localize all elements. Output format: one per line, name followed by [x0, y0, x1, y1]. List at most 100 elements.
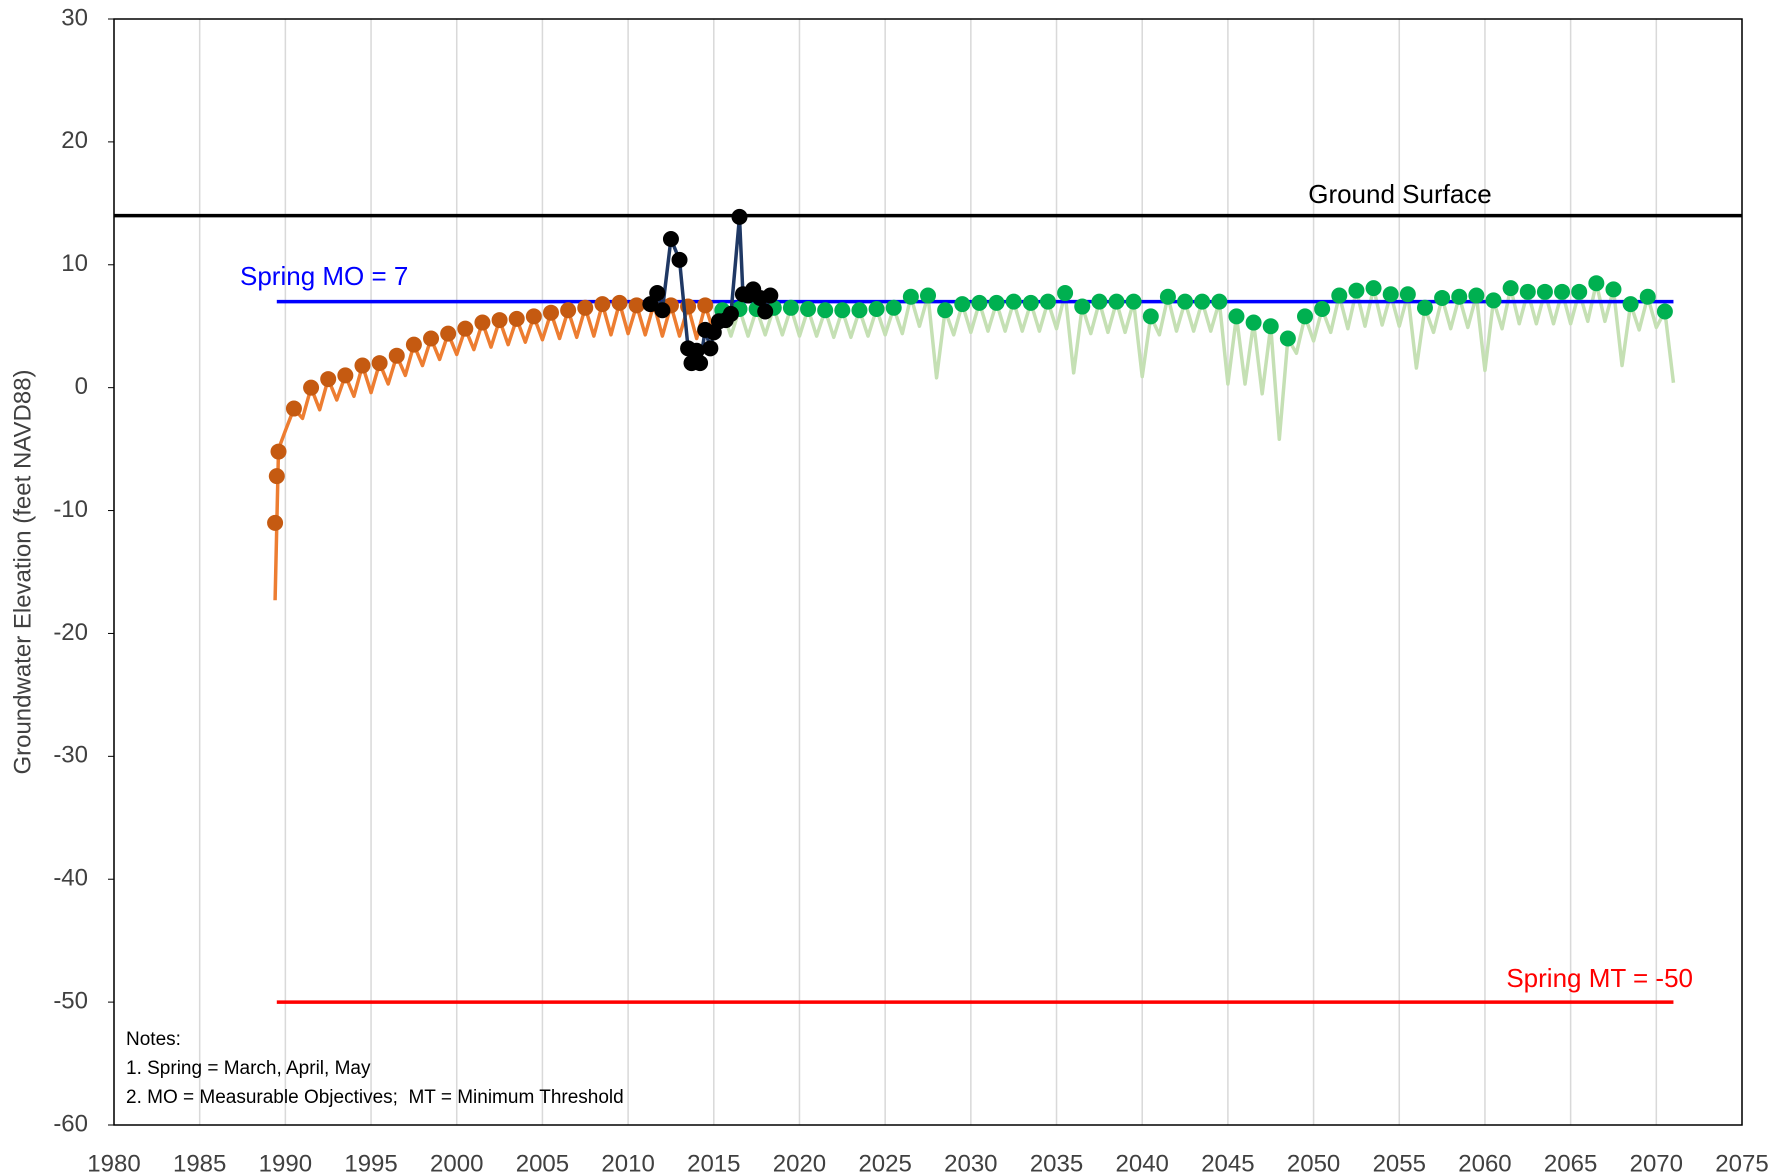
data-point: [628, 297, 645, 314]
x-tick-label: 1995: [344, 1150, 397, 1174]
data-point: [1228, 308, 1245, 325]
data-point: [782, 299, 799, 316]
x-tick-label: 2070: [1630, 1150, 1683, 1174]
data-point: [817, 302, 834, 319]
data-point: [1399, 286, 1416, 303]
data-point: [285, 400, 302, 417]
data-point: [525, 308, 542, 325]
data-point: [1588, 275, 1605, 292]
data-point: [1656, 303, 1673, 320]
data-point: [1485, 292, 1502, 309]
data-point: [920, 287, 936, 304]
y-tick-label: -50: [53, 987, 88, 1014]
data-point: [457, 320, 474, 337]
data-point: [371, 355, 388, 372]
annotation: Spring MO = 7: [240, 261, 408, 291]
data-point: [1382, 286, 1399, 303]
x-tick-label: 2045: [1201, 1150, 1254, 1174]
data-point: [320, 371, 337, 388]
data-point: [1502, 280, 1519, 297]
series-line: [720, 281, 1676, 442]
data-point: [1639, 288, 1656, 305]
y-tick-label: 20: [61, 127, 88, 154]
data-point: [834, 302, 851, 319]
data-point: [937, 302, 954, 319]
data-point: [688, 342, 705, 359]
x-tick-label: 2015: [687, 1150, 740, 1174]
data-point: [542, 304, 559, 321]
data-point: [440, 325, 457, 342]
y-tick-label: 30: [61, 4, 88, 31]
x-tick-label: 2020: [773, 1150, 826, 1174]
series-line: [273, 301, 716, 601]
x-tick-label: 2075: [1715, 1150, 1768, 1174]
x-tick-label: 2050: [1287, 1150, 1340, 1174]
data-point: [988, 294, 1005, 311]
data-point: [1074, 298, 1091, 315]
x-tick-label: 2025: [858, 1150, 911, 1174]
y-tick-label: -60: [53, 1110, 88, 1137]
data-point: [270, 443, 287, 460]
x-tick-label: 2030: [944, 1150, 997, 1174]
x-tick-label: 2065: [1544, 1150, 1597, 1174]
data-point: [692, 355, 709, 372]
data-point: [508, 310, 525, 327]
data-point: [1297, 308, 1314, 325]
data-point: [1262, 318, 1279, 335]
data-point: [671, 251, 688, 268]
data-point: [649, 285, 666, 302]
note: Notes:: [126, 1029, 181, 1050]
data-point: [757, 303, 774, 320]
data-point: [885, 299, 902, 316]
y-tick-label: 10: [61, 250, 88, 277]
annotation: Ground Surface: [1308, 179, 1492, 209]
data-point: [1211, 293, 1228, 310]
data-point: [1416, 299, 1433, 316]
data-point: [1057, 285, 1074, 302]
data-point: [722, 305, 739, 322]
data-point: [1245, 314, 1262, 331]
x-tick-label: 1990: [259, 1150, 312, 1174]
y-tick-label: -10: [53, 496, 88, 523]
x-tick-label: 2055: [1373, 1150, 1426, 1174]
data-point: [1451, 288, 1468, 305]
data-point: [868, 301, 885, 318]
data-point: [731, 208, 748, 225]
data-point: [1022, 294, 1039, 311]
data-point: [1108, 293, 1125, 310]
annotation: Spring MT = -50: [1506, 963, 1693, 993]
data-point: [303, 379, 320, 396]
y-tick-label: 0: [75, 373, 88, 400]
y-tick-label: -20: [53, 619, 88, 646]
x-tick-label: 1985: [173, 1150, 226, 1174]
data-point: [1142, 308, 1159, 325]
data-point: [1605, 281, 1622, 298]
data-point: [1125, 293, 1142, 310]
data-point: [267, 514, 284, 531]
data-point: [697, 297, 714, 314]
data-point: [1159, 288, 1176, 305]
data-point: [491, 312, 508, 329]
data-point: [851, 302, 868, 319]
data-point: [954, 296, 971, 313]
data-point: [388, 347, 405, 364]
data-point: [902, 288, 919, 305]
data-point: [1519, 283, 1536, 300]
data-point: [594, 296, 611, 313]
data-point: [1622, 296, 1639, 313]
y-axis-label: Groundwater Elevation (feet NAVD88): [9, 369, 36, 774]
data-point: [1279, 330, 1296, 347]
data-point: [1314, 301, 1331, 318]
data-point: [662, 230, 679, 247]
note: 1. Spring = March, April, May: [126, 1058, 371, 1079]
data-point: [1331, 287, 1348, 304]
data-point: [1177, 293, 1194, 310]
note: 2. MO = Measurable Objectives; MT = Mini…: [126, 1087, 624, 1108]
y-tick-label: -30: [53, 742, 88, 769]
data-point: [354, 357, 371, 374]
y-tick-label: -40: [53, 865, 88, 892]
data-point: [654, 302, 671, 319]
data-point: [405, 336, 422, 353]
data-point: [1348, 282, 1365, 299]
